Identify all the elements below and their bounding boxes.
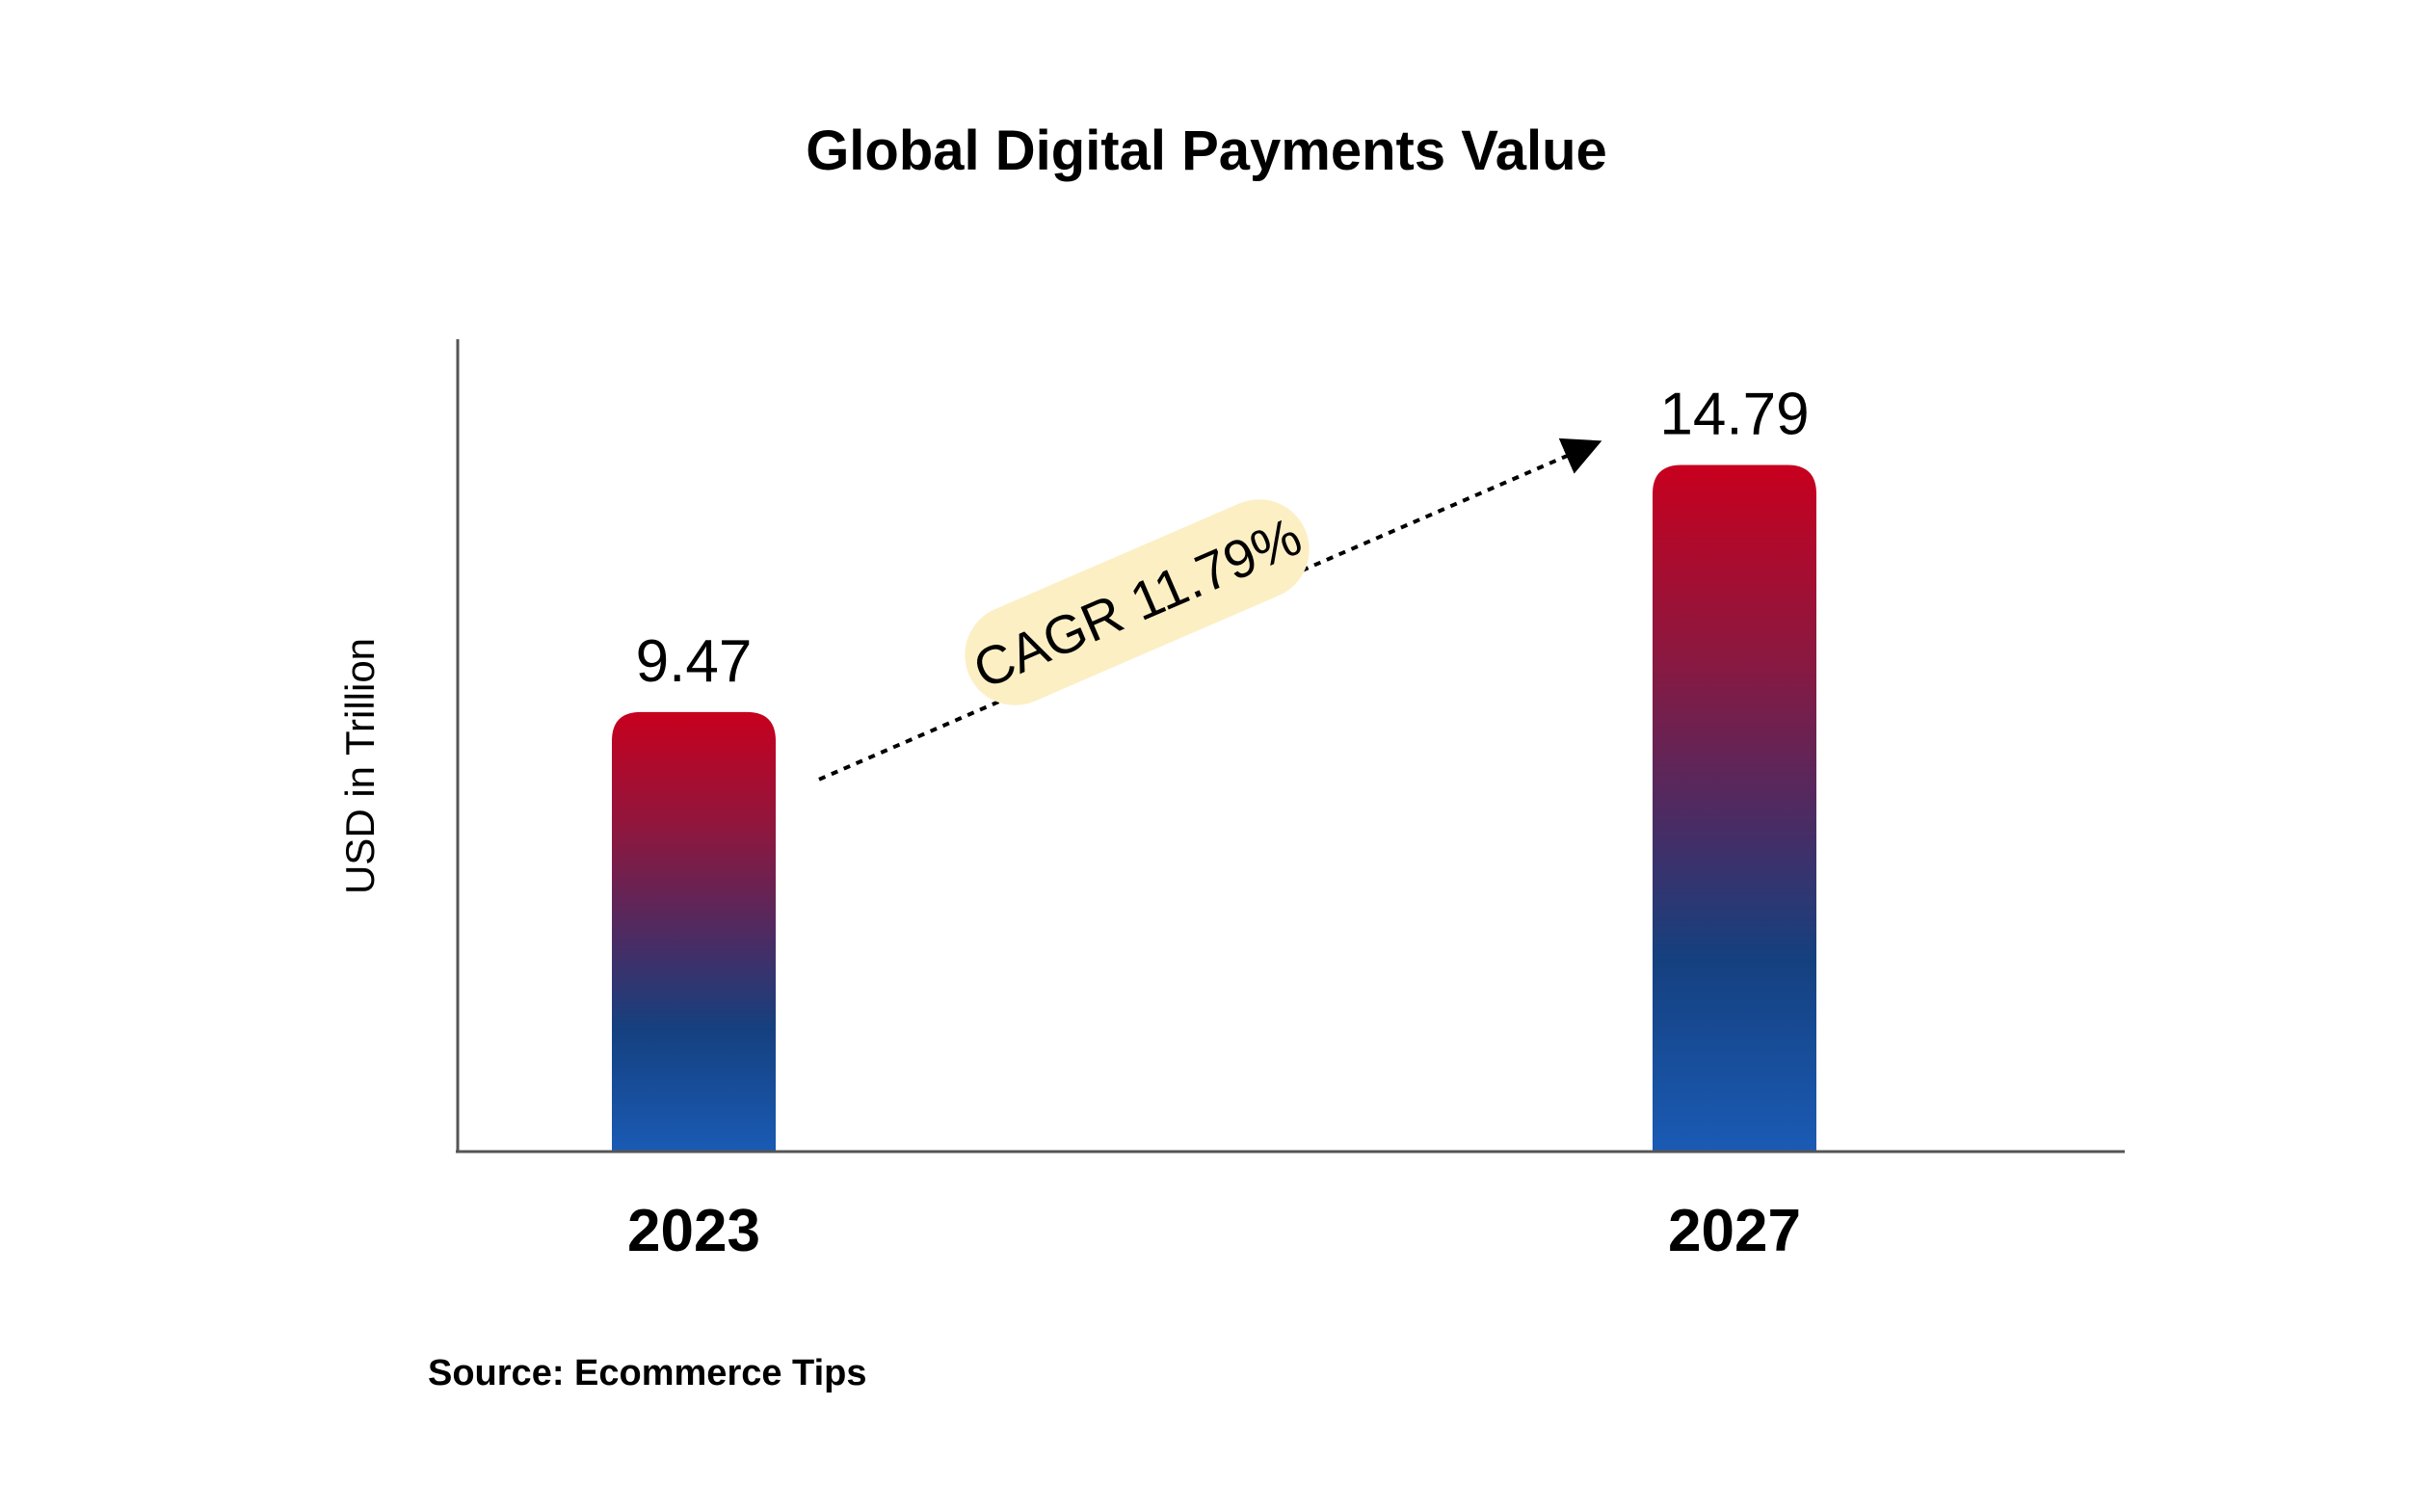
y-axis-label: USD in Trillion: [337, 638, 383, 894]
x-tick-label-2027: 2027: [1668, 1198, 1801, 1264]
x-tick-label-2023: 2023: [627, 1198, 760, 1264]
source-note: Source: Ecommerce Tips: [428, 1353, 866, 1393]
bars-layer: 9.47 2023 14.79 2027: [612, 382, 1816, 1264]
chart-title: Global Digital Payments Value: [806, 119, 1607, 182]
bar-2023: [612, 711, 776, 1152]
cagr-badge: CAGR 11.79%: [965, 499, 1310, 705]
value-label-2027: 14.79: [1659, 382, 1809, 448]
bar-2027: [1653, 464, 1816, 1153]
value-label-2023: 9.47: [636, 628, 753, 695]
cagr-badge-background: [965, 499, 1310, 705]
